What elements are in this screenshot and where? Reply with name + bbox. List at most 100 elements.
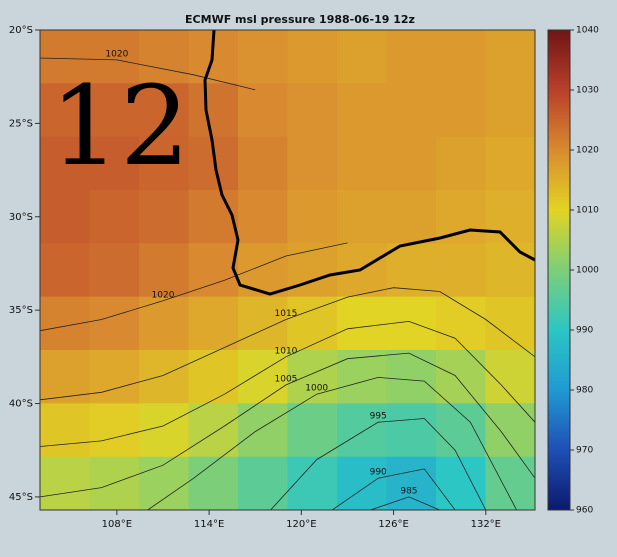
pressure-cell	[436, 350, 486, 404]
contour-label: 985	[400, 486, 417, 496]
pressure-cell	[188, 296, 239, 351]
pressure-cell	[436, 83, 486, 138]
x-tick-label: 120°E	[286, 519, 316, 530]
colorbar-tick-label: 990	[576, 326, 593, 336]
title: ECMWF msl pressure 1988-06-19 12z	[185, 13, 415, 26]
colorbar-tick-label: 1000	[576, 266, 599, 276]
pressure-cell	[139, 136, 189, 191]
pressure-cell	[386, 456, 437, 511]
colorbar-tick-label: 1030	[576, 86, 599, 96]
colorbar-tick-label: 1010	[576, 206, 599, 216]
pressure-cell	[188, 243, 239, 298]
colorbar-tick-label: 970	[576, 446, 593, 456]
pressure-cell	[139, 190, 189, 244]
pressure-cell	[337, 403, 387, 458]
contour-label: 1020	[105, 49, 128, 59]
pressure-cell	[40, 190, 90, 244]
pressure-cell	[287, 136, 338, 191]
colorbar	[547, 29, 571, 511]
pressure-cell	[188, 83, 239, 138]
pressure-cell	[485, 403, 536, 458]
contour-line	[39, 242, 348, 332]
pressure-cell	[89, 190, 140, 244]
pressure-cell	[238, 136, 288, 191]
colorbar-ticks: 960 970 980 990 1000 1010 1020 1030 1040	[570, 26, 599, 516]
pressure-cell	[386, 30, 437, 84]
pressure-cell	[287, 83, 338, 138]
pressure-cell	[139, 403, 189, 458]
pressure-cell	[485, 83, 536, 138]
colorbar-tick-label: 980	[576, 386, 593, 396]
pressure-cell	[485, 136, 536, 191]
coastline	[203, 29, 536, 296]
pressure-cell	[287, 403, 338, 458]
y-tick-label: 20°S	[9, 25, 33, 36]
pressure-cell	[287, 30, 338, 84]
pressure-cell	[188, 350, 239, 404]
pressure-cell	[386, 190, 437, 244]
contours: 1020 1020 1015 1010 1005 1000 995 990 985	[39, 49, 536, 511]
colorbar-tick-label: 960	[576, 506, 593, 516]
pressure-cell	[89, 403, 140, 458]
contour-line	[370, 496, 440, 511]
contour-line	[147, 376, 517, 511]
x-tick-label: 126°E	[378, 519, 408, 530]
pressure-cell	[436, 190, 486, 244]
pressure-cell	[89, 243, 140, 298]
contour-line	[39, 352, 536, 498]
contour-label: 1015	[275, 309, 298, 319]
pressure-cell	[287, 456, 338, 511]
pressure-cell	[238, 403, 288, 458]
y-tick-label: 40°S	[9, 399, 33, 410]
pressure-cell	[40, 403, 90, 458]
pressure-cell	[337, 456, 387, 511]
contour-label: 1010	[275, 346, 298, 356]
pressure-cell	[337, 190, 387, 244]
pressure-cell	[436, 136, 486, 191]
pressure-cell	[436, 243, 486, 298]
pressure-cell	[188, 403, 239, 458]
contour-label: 995	[370, 412, 387, 422]
pressure-cell	[40, 83, 90, 138]
pressure-cell	[287, 350, 338, 404]
pressure-cell	[238, 456, 288, 511]
x-tick-label: 132°E	[471, 519, 501, 530]
pressure-cell	[40, 30, 90, 84]
colorbar-tick-label: 1020	[576, 146, 599, 156]
pressure-cell	[89, 83, 140, 138]
pressure-cell	[40, 296, 90, 351]
contour-label: 1005	[275, 374, 298, 384]
y-tick-label: 25°S	[9, 118, 33, 129]
contour-line	[39, 287, 536, 401]
pressure-cell	[188, 190, 239, 244]
contour-label: 1020	[152, 290, 175, 300]
pressure-cell	[386, 83, 437, 138]
pressure-cell	[436, 296, 486, 351]
pressure-cell	[40, 136, 90, 191]
pressure-cell	[238, 296, 288, 351]
pressure-cell	[485, 296, 536, 351]
pressure-cell	[436, 403, 486, 458]
handwritten-annotation: 12	[50, 62, 190, 190]
pressure-cell	[139, 30, 189, 84]
contour-line	[39, 57, 256, 91]
pressure-cell	[436, 30, 486, 84]
pressure-cell	[386, 296, 437, 351]
x-tick-label: 114°E	[194, 519, 224, 530]
y-tick-label: 30°S	[9, 212, 33, 223]
pressure-cell	[139, 296, 189, 351]
pressure-cell	[337, 296, 387, 351]
pressure-cell	[238, 243, 288, 298]
contour-line	[39, 320, 536, 447]
pressure-cell	[485, 190, 536, 244]
pressure-cell	[139, 350, 189, 404]
pressure-cell	[40, 456, 90, 511]
pressure-cell	[40, 243, 90, 298]
pressure-cell	[89, 136, 140, 191]
pressure-cell	[89, 456, 140, 511]
y-tick-label: 45°S	[9, 492, 33, 503]
plot-frame	[39, 29, 536, 511]
contour-label: 1000	[305, 384, 328, 394]
pressure-cell	[139, 456, 189, 511]
